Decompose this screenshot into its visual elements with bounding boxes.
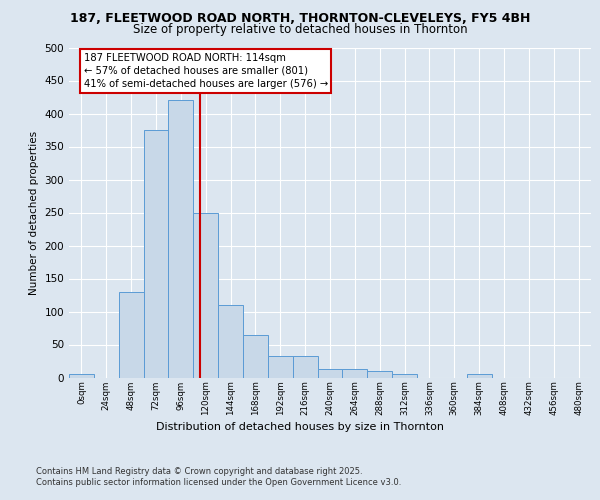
Text: Contains HM Land Registry data © Crown copyright and database right 2025.
Contai: Contains HM Land Registry data © Crown c… <box>36 468 401 487</box>
Bar <box>293 356 317 378</box>
Bar <box>169 100 193 378</box>
Bar <box>243 334 268 378</box>
Bar <box>143 130 169 378</box>
Bar <box>343 369 367 378</box>
Text: Size of property relative to detached houses in Thornton: Size of property relative to detached ho… <box>133 22 467 36</box>
Bar <box>268 356 293 378</box>
Y-axis label: Number of detached properties: Number of detached properties <box>29 130 39 294</box>
Bar <box>392 374 417 378</box>
Bar <box>193 212 218 378</box>
Bar <box>467 374 491 378</box>
Bar <box>317 369 343 378</box>
Bar <box>367 371 392 378</box>
Text: 187 FLEETWOOD ROAD NORTH: 114sqm
← 57% of detached houses are smaller (801)
41% : 187 FLEETWOOD ROAD NORTH: 114sqm ← 57% o… <box>83 53 328 89</box>
Bar <box>119 292 143 378</box>
Bar <box>69 374 94 378</box>
Text: Distribution of detached houses by size in Thornton: Distribution of detached houses by size … <box>156 422 444 432</box>
Bar <box>218 305 243 378</box>
Text: 187, FLEETWOOD ROAD NORTH, THORNTON-CLEVELEYS, FY5 4BH: 187, FLEETWOOD ROAD NORTH, THORNTON-CLEV… <box>70 12 530 26</box>
